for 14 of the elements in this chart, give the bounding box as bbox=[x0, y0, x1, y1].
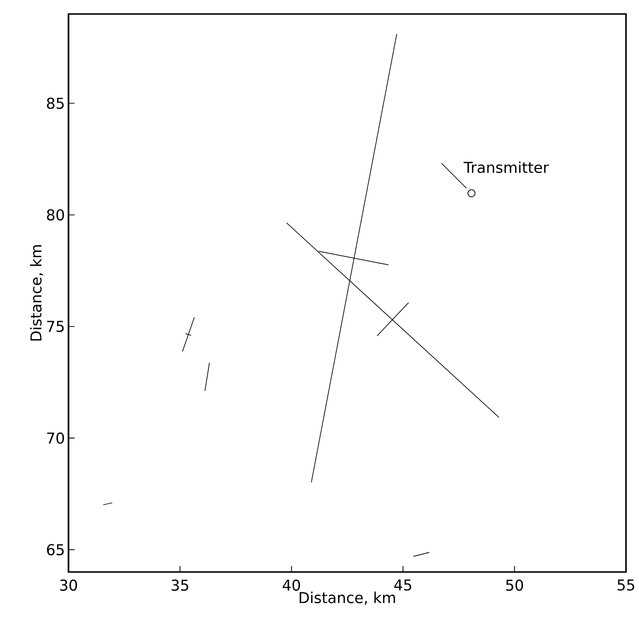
x-axis-title: Distance, km bbox=[300, 592, 395, 605]
x-tick-label: 50 bbox=[506, 580, 524, 591]
x-tick-label: 35 bbox=[172, 580, 188, 591]
annotation: Transmitter bbox=[464, 161, 549, 174]
y-tick-label: 80 bbox=[46, 209, 64, 221]
y-tick-label: 70 bbox=[47, 432, 64, 444]
y-tick-label: 85 bbox=[46, 98, 64, 109]
x-tick-label: 40 bbox=[282, 580, 300, 591]
y-axis-title: Distance, km bbox=[30, 245, 44, 341]
x-tick-label: 45 bbox=[394, 580, 412, 591]
y-tick-label: 75 bbox=[47, 320, 64, 332]
y-tick-label: 65 bbox=[47, 544, 64, 556]
x-tick-label: 55 bbox=[618, 580, 634, 591]
x-tick-label: 30 bbox=[60, 580, 78, 591]
